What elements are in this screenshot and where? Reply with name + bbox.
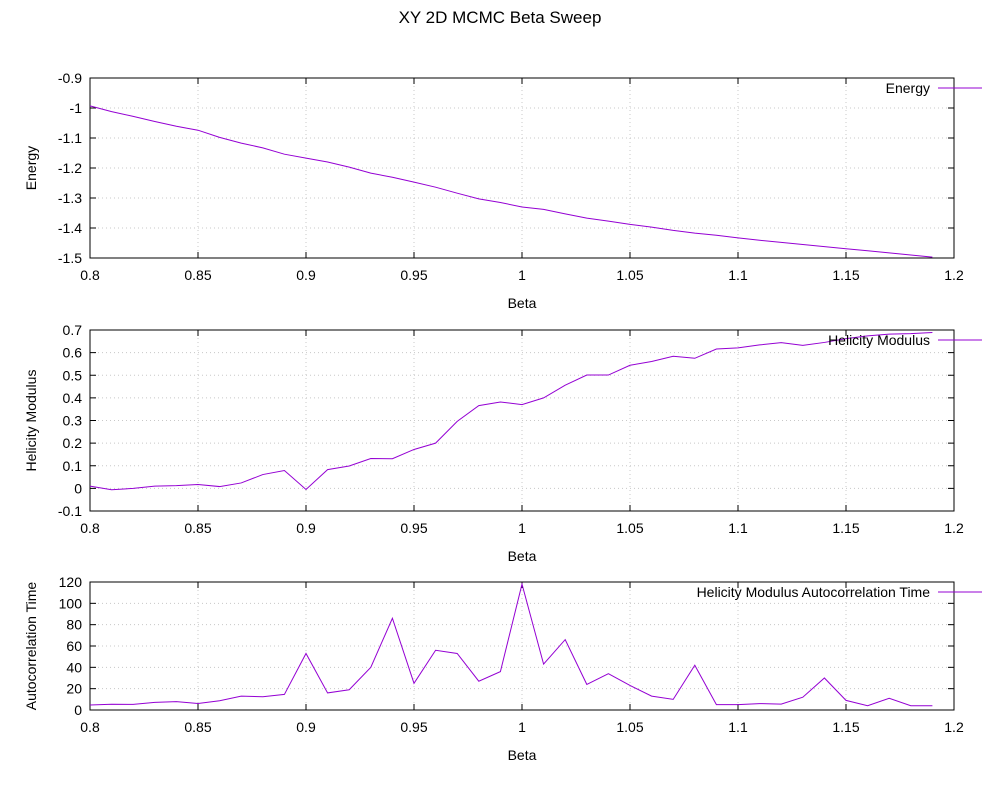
x-tick-label: 1.1	[728, 520, 748, 536]
y-tick-label: 0.5	[63, 367, 83, 383]
x-tick-label: 1.15	[832, 267, 859, 283]
x-tick-label: 0.9	[296, 719, 316, 735]
x-tick-label: 1.2	[944, 267, 964, 283]
y-tick-label: -0.9	[58, 70, 82, 86]
subplot-3: 0.8 0.85 0.9 0.95 1 1.05 1.1 1.15 1.2 0 20 40 60 80 10…	[23, 574, 982, 763]
y-axis-label: Autocorrelation Time	[23, 582, 39, 711]
x-tick-label: 0.8	[80, 267, 100, 283]
y-tick-label: -1.3	[58, 190, 82, 206]
x-tick-label: 0.95	[400, 520, 427, 536]
x-tick-label: 0.85	[184, 267, 211, 283]
y-axis-label: Energy	[23, 146, 39, 190]
x-tick-label: 0.85	[184, 520, 211, 536]
y-tick-label: -1.1	[58, 130, 82, 146]
y-tick-label: 0.6	[63, 345, 83, 361]
y-tick-label: 20	[66, 681, 82, 697]
subplot-2: 0.8 0.85 0.9 0.95 1 1.05 1.1 1.15 1.2 -0.1 0 0.1 0.2…	[23, 322, 982, 564]
x-tick-label: 1.05	[616, 267, 643, 283]
subplot-1: 0.8 0.85 0.9 0.95 1 1.05 1.1 1.15 1.2 -1.5 -1.4 -1.…	[23, 70, 982, 311]
y-tick-label: 0	[74, 480, 82, 496]
y-tick-label: 120	[59, 574, 83, 590]
series-line-3	[89, 582, 933, 707]
legend-label: Helicity Modulus Autocorrelation Time	[697, 584, 931, 600]
y-tick-label: -0.1	[58, 503, 82, 519]
y-tick-label: 80	[66, 617, 82, 633]
y-tick-label: -1.4	[58, 220, 82, 236]
x-tick-label: 1.05	[616, 520, 643, 536]
x-tick-label: 1	[518, 520, 526, 536]
y-tick-label: 0.7	[63, 322, 83, 338]
x-tick-label: 0.8	[80, 719, 100, 735]
x-tick-label: 1.15	[832, 719, 859, 735]
x-tick-label: 0.9	[296, 267, 316, 283]
y-tick-label: -1.2	[58, 160, 82, 176]
x-tick-label: 0.95	[400, 719, 427, 735]
x-tick-label: 0.95	[400, 267, 427, 283]
x-tick-label: 1	[518, 267, 526, 283]
y-tick-label: -1	[70, 100, 83, 116]
x-tick-label: 1.1	[728, 267, 748, 283]
series-line-2	[89, 331, 933, 491]
x-axis-label: Beta	[508, 295, 537, 311]
y-tick-label: 0.1	[63, 458, 83, 474]
y-tick-label: 40	[66, 659, 82, 675]
y-tick-label: 60	[66, 638, 82, 654]
series-line-1	[89, 105, 933, 258]
x-tick-label: 1.2	[944, 719, 964, 735]
x-tick-label: 1.1	[728, 719, 748, 735]
x-tick-label: 1.05	[616, 719, 643, 735]
x-tick-label: 0.9	[296, 520, 316, 536]
y-tick-label: -1.5	[58, 250, 82, 266]
figure-title: XY 2D MCMC Beta Sweep	[398, 8, 602, 27]
y-tick-label: 0.4	[63, 390, 83, 406]
x-axis-label: Beta	[508, 747, 537, 763]
legend-label: Energy	[886, 80, 930, 96]
y-tick-label: 0.3	[63, 413, 83, 429]
y-tick-label: 0	[74, 702, 82, 718]
x-tick-label: 1.15	[832, 520, 859, 536]
x-tick-label: 0.85	[184, 719, 211, 735]
y-axis-label: Helicity Modulus	[23, 370, 39, 472]
y-tick-label: 0.2	[63, 435, 83, 451]
x-tick-label: 0.8	[80, 520, 100, 536]
legend-label: Helicity Modulus	[828, 332, 930, 348]
x-axis-label: Beta	[508, 548, 537, 564]
x-tick-label: 1.2	[944, 520, 964, 536]
x-tick-label: 1	[518, 719, 526, 735]
y-tick-label: 100	[59, 595, 83, 611]
